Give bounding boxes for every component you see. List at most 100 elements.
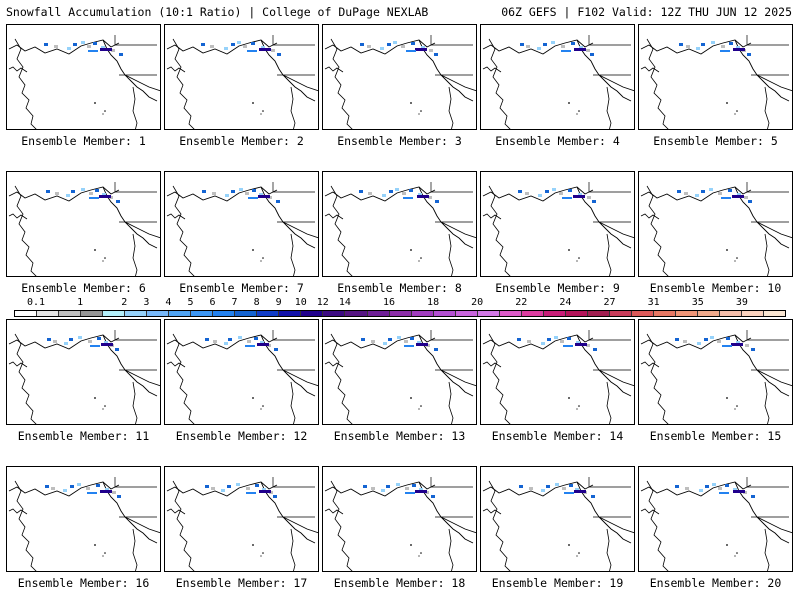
basemap-svg (324, 182, 476, 276)
colorbar-swatch (37, 311, 60, 316)
hawaii-dot (576, 113, 578, 115)
colorbar-swatch (587, 311, 610, 316)
hawaii-dot (568, 102, 570, 104)
colorbar-tick-label: 22 (515, 297, 528, 308)
coastline (488, 185, 511, 276)
alaska-coastline (482, 186, 594, 202)
aleutian-coastline (8, 508, 28, 515)
us-coastline (440, 516, 476, 571)
hawaii-dot (420, 405, 422, 407)
colorbar-tick-label: 14 (338, 297, 351, 308)
ensemble-panel-map (638, 171, 793, 277)
coastline (488, 333, 511, 424)
colorbar-tick-label: 16 (382, 297, 395, 308)
aleutian-coastline (166, 361, 186, 368)
alaska-coastline (482, 334, 594, 350)
basemap-svg (482, 477, 634, 571)
us-coastline (598, 74, 634, 129)
hawaii-dot (578, 552, 580, 554)
colorbar-tick-label: 27 (603, 297, 616, 308)
snowfall-field (360, 41, 438, 56)
snowfall-field (519, 483, 595, 498)
ensemble-panel-map (480, 24, 635, 130)
us-coastline (282, 74, 318, 129)
basemap-svg (640, 330, 792, 424)
colorbar-swatch (521, 311, 544, 316)
bc-coastline (418, 39, 474, 102)
colorbar-swatch (720, 311, 743, 316)
basemap-svg (482, 330, 634, 424)
hawaii-dot (736, 405, 738, 407)
hawaii-dot (260, 408, 262, 410)
hawaii-dot (94, 397, 96, 399)
coastline (14, 480, 37, 571)
colorbar-swatch (147, 311, 170, 316)
colorbar-tick-label: 1 (77, 297, 84, 308)
hawaii-dot (260, 113, 262, 115)
us-coastline (282, 221, 318, 276)
snowfall-field (518, 188, 596, 203)
hawaii-dot (568, 397, 570, 399)
hawaii-dot (420, 552, 422, 554)
us-coastline (756, 369, 792, 424)
alaska-coastline (640, 39, 752, 55)
hawaii-dot (262, 405, 264, 407)
ensemble-member-label: Ensemble Member: 2 (179, 134, 304, 148)
colorbar-swatch (81, 311, 104, 316)
alaska-coastline (640, 186, 752, 202)
hawaii-dot (262, 552, 264, 554)
aleutian-coastline (166, 66, 186, 73)
hawaii-dot (578, 405, 580, 407)
colorbar-swatch (301, 311, 324, 316)
colorbar-swatch (675, 311, 698, 316)
aleutian-coastline (482, 361, 502, 368)
hawaii-dot (420, 257, 422, 259)
basemap-svg (640, 35, 792, 129)
coastline (330, 333, 353, 424)
alaska-coastline (640, 334, 752, 350)
ensemble-member-label: Ensemble Member: 5 (653, 134, 778, 148)
basemap-svg (324, 477, 476, 571)
alaska-coastline (324, 481, 436, 497)
ensemble-panel-map (164, 466, 319, 572)
coastline (646, 333, 669, 424)
colorbar-tick-label: 8 (253, 297, 260, 308)
aleutian-coastline (640, 361, 660, 368)
coastline (172, 480, 195, 571)
hawaii-dot (726, 102, 728, 104)
hawaii-dot (736, 552, 738, 554)
ensemble-member-label: Ensemble Member: 19 (491, 576, 624, 590)
hawaii-dot (94, 249, 96, 251)
aleutian-coastline (482, 508, 502, 515)
colorbar-tick-label: 20 (471, 297, 484, 308)
aleutian-coastline (324, 213, 344, 220)
hawaii-dot (262, 257, 264, 259)
basemap-svg (640, 477, 792, 571)
ensemble-member-label: Ensemble Member: 8 (337, 281, 462, 295)
ensemble-member-label: Ensemble Member: 6 (21, 281, 146, 295)
alaska-coastline (324, 186, 436, 202)
us-coastline (124, 221, 160, 276)
ensemble-member-label: Ensemble Member: 17 (175, 576, 308, 590)
snowfall-field (44, 41, 123, 56)
ensemble-panel-map (164, 24, 319, 130)
ensemble-member-label: Ensemble Member: 10 (649, 281, 782, 295)
ensemble-panel-map (6, 466, 161, 572)
hawaii-dot (102, 555, 104, 557)
alaska-coastline (482, 39, 594, 55)
hawaii-dot (418, 260, 420, 262)
snowfall-field (517, 336, 597, 351)
colorbar-swatch (169, 311, 192, 316)
coastline (488, 480, 511, 571)
ensemble-panel-map (6, 171, 161, 277)
colorbar-swatch (543, 311, 566, 316)
ensemble-member-label: Ensemble Member: 15 (649, 429, 782, 443)
coastline (330, 480, 353, 571)
basemap-svg (324, 35, 476, 129)
snowfall-field (361, 336, 438, 351)
basemap-svg (8, 35, 160, 129)
basemap-svg (640, 182, 792, 276)
alaska-coastline (8, 334, 120, 350)
coastline (330, 38, 353, 129)
basemap-svg (166, 35, 318, 129)
